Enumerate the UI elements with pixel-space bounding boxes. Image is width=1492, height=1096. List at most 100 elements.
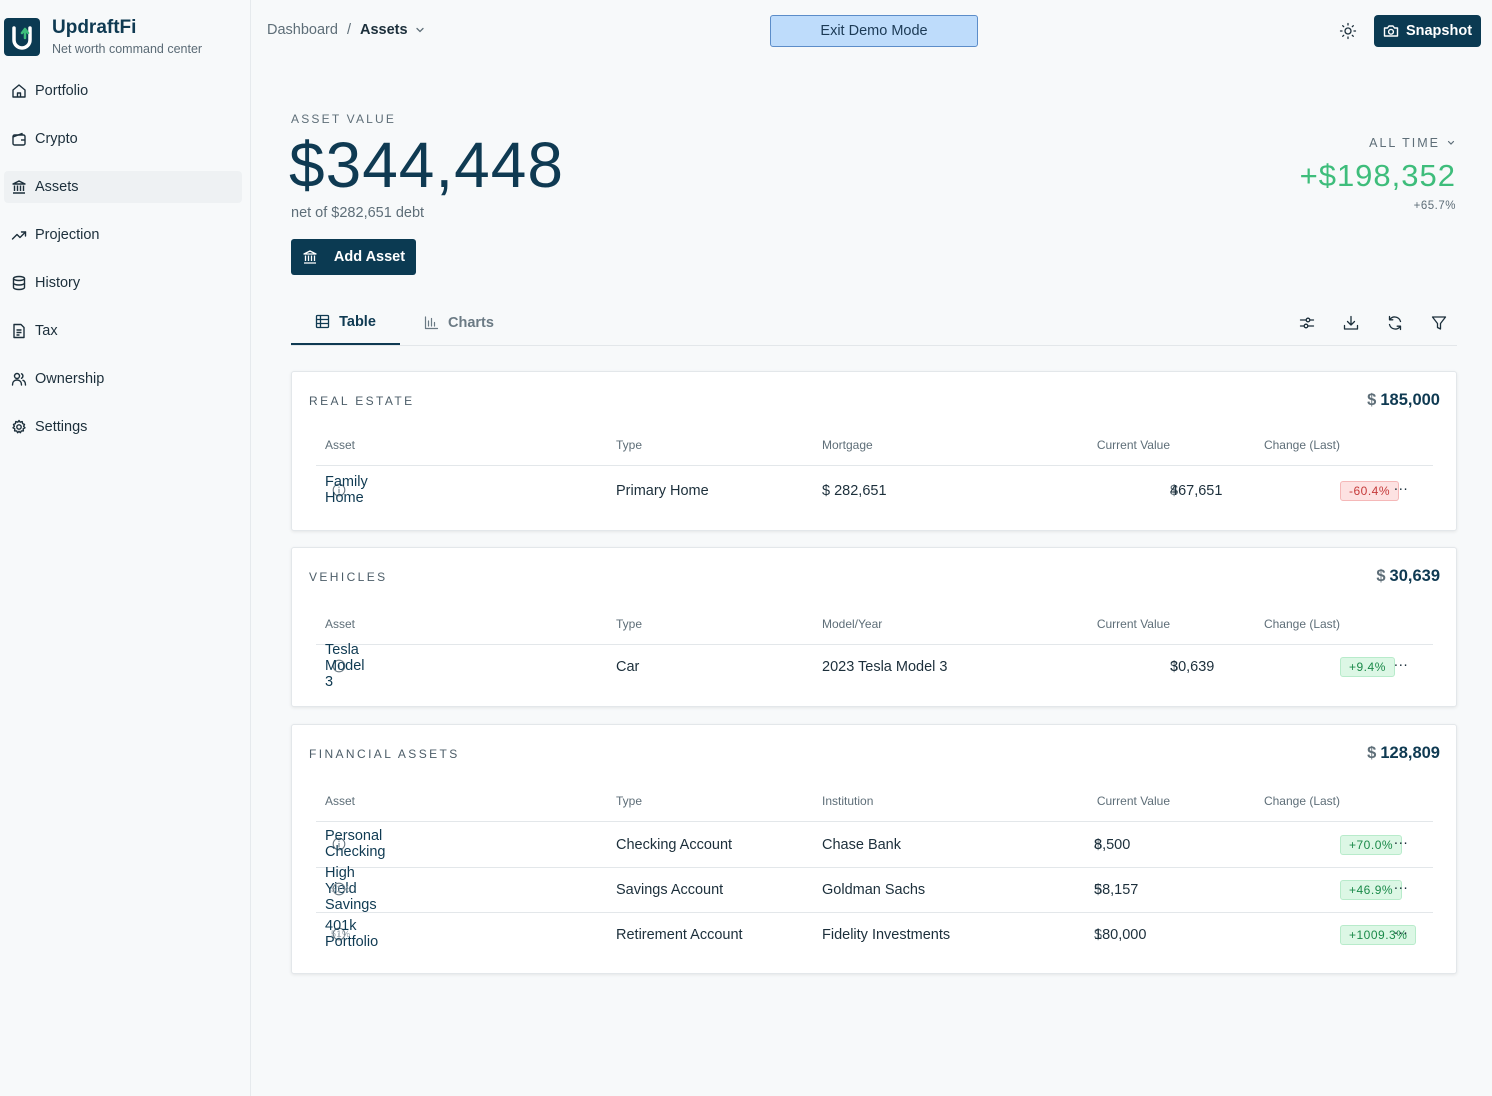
section-title: FINANCIAL ASSETS bbox=[309, 747, 460, 761]
col-type[interactable]: Type bbox=[616, 794, 643, 808]
exit-demo-button[interactable]: Exit Demo Mode bbox=[770, 15, 978, 47]
download-icon[interactable] bbox=[1342, 314, 1360, 332]
col-institution[interactable]: Institution bbox=[822, 794, 874, 808]
table-row[interactable]: Family Home Primary Home $ 282,651 $467,… bbox=[316, 470, 1433, 515]
asset-value-label: ASSET VALUE bbox=[291, 112, 397, 126]
bank-icon bbox=[303, 250, 317, 264]
col-current-value[interactable]: Current Value bbox=[1096, 617, 1170, 631]
col-current-value[interactable]: Current Value bbox=[1096, 438, 1170, 452]
period-selector[interactable]: ALL TIME bbox=[1369, 136, 1456, 150]
asset-value-amount: 467,651 bbox=[1170, 483, 1223, 499]
asset-type: Car bbox=[616, 659, 640, 675]
snapshot-label: Snapshot bbox=[1405, 23, 1473, 39]
col-type[interactable]: Type bbox=[616, 438, 643, 452]
home-icon bbox=[12, 84, 26, 98]
chevron-down-icon bbox=[1447, 140, 1455, 145]
sidebar-item-tax[interactable]: Tax bbox=[4, 315, 242, 347]
section-total: $128,809 bbox=[1367, 744, 1440, 763]
breadcrumb-current[interactable]: Assets bbox=[360, 22, 427, 38]
asset-name-label: Family Home bbox=[325, 474, 368, 506]
asset-name-label: High Yield Savings bbox=[325, 865, 377, 913]
asset-name[interactable]: Personal Checking bbox=[325, 828, 385, 860]
info-icon[interactable] bbox=[332, 483, 346, 497]
info-icon[interactable] bbox=[332, 882, 346, 896]
col-current-value[interactable]: Current Value bbox=[1096, 794, 1170, 808]
sidebar-item-projection[interactable]: Projection bbox=[4, 219, 242, 251]
asset-name[interactable]: Family Home bbox=[325, 474, 368, 506]
col-asset[interactable]: Asset bbox=[325, 438, 356, 452]
row-more-button[interactable]: ··· bbox=[1393, 657, 1409, 673]
info-icon[interactable] bbox=[332, 837, 346, 851]
row-more-button[interactable]: ··· bbox=[1393, 925, 1409, 941]
section-total-value: 30,639 bbox=[1389, 567, 1440, 585]
tab-table[interactable]: Table bbox=[291, 300, 400, 345]
row-more-button[interactable]: ··· bbox=[1393, 880, 1409, 896]
theme-toggle-sun-icon[interactable] bbox=[1339, 22, 1357, 40]
app-name: UpdraftFi bbox=[52, 17, 137, 38]
col-type[interactable]: Type bbox=[616, 617, 643, 631]
asset-institution: Goldman Sachs bbox=[822, 882, 926, 898]
col-change[interactable]: Change (Last) bbox=[1263, 438, 1340, 452]
sliders-icon[interactable] bbox=[1298, 314, 1316, 332]
asset-name-label: Tesla Model 3 bbox=[325, 642, 365, 690]
col-change[interactable]: Change (Last) bbox=[1263, 617, 1340, 631]
sidebar-item-portfolio[interactable]: Portfolio bbox=[4, 75, 242, 107]
change-badge: +46.9% bbox=[1340, 880, 1403, 900]
row-more-button[interactable]: ··· bbox=[1393, 481, 1409, 497]
sidebar-item-label: Crypto bbox=[35, 131, 78, 147]
col-asset[interactable]: Asset bbox=[325, 617, 356, 631]
document-icon bbox=[13, 323, 25, 339]
sidebar-item-label: Ownership bbox=[35, 371, 105, 387]
section-title: REAL ESTATE bbox=[309, 394, 415, 408]
sidebar-item-assets[interactable]: Assets bbox=[4, 171, 242, 203]
sidebar-item-label: Settings bbox=[35, 419, 88, 435]
table-row[interactable]: 401k Portfolio 51% Retirement Account Fid… bbox=[316, 913, 1433, 958]
change-badge: +9.4% bbox=[1340, 657, 1395, 677]
filter-icon[interactable] bbox=[1430, 314, 1448, 332]
sidebar-item-label: History bbox=[35, 275, 81, 291]
col-mortgage[interactable]: Mortgage bbox=[822, 438, 873, 452]
info-icon[interactable] bbox=[332, 659, 346, 673]
asset-name[interactable]: Tesla Model 3 bbox=[325, 642, 365, 690]
col-asset[interactable]: Asset bbox=[325, 794, 356, 808]
sidebar-item-crypto[interactable]: Crypto bbox=[4, 123, 242, 155]
change-badge: +70.0% bbox=[1340, 835, 1403, 855]
currency-symbol: $ bbox=[1094, 927, 1103, 943]
asset-type: Retirement Account bbox=[616, 927, 743, 943]
sidebar-item-history[interactable]: History bbox=[4, 267, 242, 299]
tab-charts[interactable]: Charts bbox=[424, 300, 494, 345]
sidebar-item-ownership[interactable]: Ownership bbox=[4, 363, 242, 395]
currency-symbol: $ bbox=[1170, 659, 1179, 675]
refresh-icon[interactable] bbox=[1386, 314, 1404, 332]
info-icon[interactable] bbox=[332, 927, 346, 941]
ownership-share: 51% bbox=[331, 929, 351, 939]
asset-institution: Fidelity Investments bbox=[822, 927, 951, 943]
breadcrumb: Dashboard / Assets bbox=[267, 22, 427, 38]
table-row[interactable]: Tesla Model 3 Car 2023 Tesla Model 3 $30… bbox=[316, 642, 1433, 691]
asset-name[interactable]: High Yield Savings 51% bbox=[325, 865, 377, 913]
net-debt-note: net of $282,651 debt bbox=[291, 205, 425, 221]
col-change[interactable]: Change (Last) bbox=[1263, 794, 1340, 808]
section-total-value: 185,000 bbox=[1380, 391, 1440, 409]
chevron-down-icon bbox=[415, 27, 424, 33]
breadcrumb-root[interactable]: Dashboard bbox=[267, 22, 338, 38]
tab-table-label: Table bbox=[339, 313, 376, 330]
sidebar-item-label: Tax bbox=[35, 323, 58, 339]
table-header: Asset Type Institution Current Value Cha… bbox=[316, 794, 1433, 822]
app-logo bbox=[4, 18, 40, 56]
table-row[interactable]: Personal Checking Checking Account Chase… bbox=[316, 823, 1433, 868]
section-total: $185,000 bbox=[1367, 391, 1440, 410]
snapshot-button[interactable]: Snapshot bbox=[1374, 15, 1481, 47]
sidebar-item-settings[interactable]: Settings bbox=[4, 411, 242, 443]
brand[interactable]: UpdraftFi Net worth command center bbox=[4, 18, 202, 56]
users-icon bbox=[11, 372, 27, 386]
asset-model-year: 2023 Tesla Model 3 bbox=[822, 659, 948, 675]
row-more-button[interactable]: ··· bbox=[1393, 835, 1409, 851]
add-asset-button[interactable]: Add Asset bbox=[291, 239, 416, 275]
asset-name[interactable]: 401k Portfolio 51% bbox=[325, 918, 378, 950]
table-header: Asset Type Model/Year Current Value Chan… bbox=[316, 617, 1433, 645]
table-row[interactable]: High Yield Savings 51% Savings Account Go… bbox=[316, 865, 1433, 913]
col-model-year[interactable]: Model/Year bbox=[822, 617, 883, 631]
asset-value-amount: 30,639 bbox=[1170, 659, 1215, 675]
asset-type: Primary Home bbox=[616, 483, 709, 499]
